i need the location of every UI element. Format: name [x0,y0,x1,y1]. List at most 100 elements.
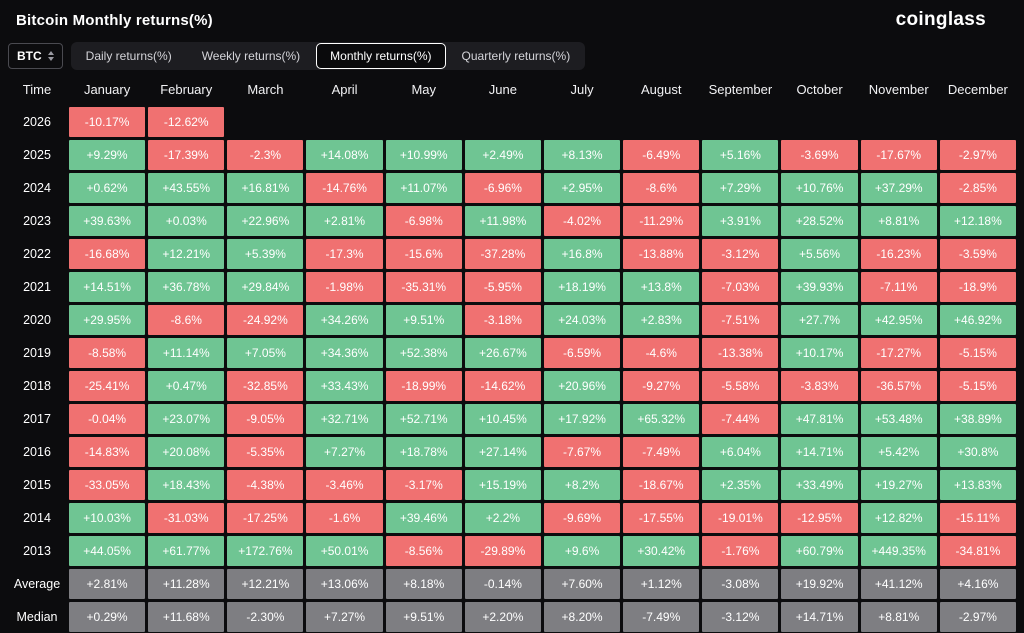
return-cell: +0.62% [69,173,146,203]
return-cell: +8.81% [860,602,937,632]
return-cell: -8.56% [385,536,462,566]
return-cell: +9.29% [69,140,146,170]
return-cell: -1.98% [306,272,383,302]
return-cell: -6.98% [385,206,462,236]
return-cell: +41.12% [860,569,937,599]
return-cell: -11.29% [623,206,700,236]
month-column-header: August [641,81,682,97]
return-cell: +36.78% [148,272,225,302]
return-cell: -3.17% [385,470,462,500]
return-cell: +11.98% [464,206,541,236]
return-cell: +32.71% [306,404,383,434]
returns-table: Time January February March April May June July… [0,74,1024,632]
row-label: 2016 [23,445,51,459]
tab-weekly-returns[interactable]: Weekly returns(%) [188,43,314,69]
return-cell: +30.42% [623,536,700,566]
return-cell: -7.44% [702,404,779,434]
return-cell: +17.92% [543,404,621,434]
month-column-header: March [247,81,284,97]
return-cell: -9.05% [227,404,304,434]
table-row: 2026 -10.17% -12.62% [8,107,1016,137]
month-column-header: June [488,81,517,97]
return-cell: +39.46% [385,503,462,533]
return-cell: -17.3% [306,239,383,269]
return-cell: +6.04% [702,437,779,467]
table-row: Average +2.81% +11.28% +12.21% +13.06% +8.18%… [8,569,1016,599]
return-cell: +61.77% [148,536,225,566]
return-cell: +46.92% [939,305,1016,335]
table-row: 2023 +39.63% +0.03% +22.96% +2.81% -6.98% +11.… [8,206,1016,236]
return-cell: +449.35% [860,536,937,566]
return-cell: +33.49% [781,470,858,500]
symbol-select-value: BTC [17,49,42,63]
return-cell: +5.56% [781,239,858,269]
return-cell: +27.7% [781,305,858,335]
return-cell: -12.62% [148,107,225,137]
return-cell: -9.27% [623,371,700,401]
return-cell: -3.59% [939,239,1016,269]
month-column-header: May [411,81,437,97]
return-cell: -0.14% [464,569,541,599]
row-label: Median [16,610,58,624]
return-cell: +10.99% [385,140,462,170]
return-cell: -5.35% [227,437,304,467]
symbol-select[interactable]: BTC [8,43,63,69]
return-cell: +19.27% [860,470,937,500]
return-cell: -2.85% [939,173,1016,203]
return-cell: +10.45% [464,404,541,434]
return-cell: -7.49% [623,602,700,632]
return-cell: -29.89% [464,536,541,566]
return-cell: +20.96% [543,371,621,401]
month-column-header: October [796,81,843,97]
return-cell: +9.6% [543,536,621,566]
return-cell: +9.51% [385,305,462,335]
month-column-header: April [331,81,358,97]
return-cell: -7.51% [702,305,779,335]
controls-bar: BTC Daily returns(%) Weekly returns(%) Mon… [8,42,1016,70]
return-cell: +2.49% [464,140,541,170]
return-cell: -3.12% [702,602,779,632]
return-cell: +47.81% [781,404,858,434]
return-cell: +44.05% [69,536,146,566]
return-cell: -7.67% [543,437,621,467]
table-row: 2024 +0.62% +43.55% +16.81% -14.76% +11.07% -6… [8,173,1016,203]
return-cell: +5.39% [227,239,304,269]
return-cell: -18.99% [385,371,462,401]
tab-quarterly-returns[interactable]: Quarterly returns(%) [448,43,585,69]
return-cell: +2.81% [69,569,146,599]
return-cell: +14.51% [69,272,146,302]
return-cell: -37.28% [464,239,541,269]
tab-daily-returns[interactable]: Daily returns(%) [72,43,186,69]
return-cell: -9.69% [543,503,621,533]
month-column-header: January [83,81,131,97]
tab-monthly-returns[interactable]: Monthly returns(%) [316,43,446,69]
updown-arrows-icon [47,51,54,61]
row-label: Average [13,577,61,591]
coinglass-logo: coinglass [895,9,986,30]
return-cell: +52.38% [385,338,462,368]
row-label: 2025 [23,148,51,162]
return-cell: -24.92% [227,305,304,335]
return-cell: -4.6% [623,338,700,368]
return-cell: +12.18% [939,206,1016,236]
return-cell: -4.38% [227,470,304,500]
return-cell: +13.06% [306,569,383,599]
return-cell: -1.6% [306,503,383,533]
table-row: 2020 +29.95% -8.6% -24.92% +34.26% +9.51% -3.1… [8,305,1016,335]
return-cell: -16.23% [860,239,937,269]
return-cell: -13.38% [702,338,779,368]
return-cell: +4.16% [939,569,1016,599]
return-cell [861,107,937,137]
return-cell: +11.07% [385,173,462,203]
return-cell: +39.93% [781,272,858,302]
table-row: 2016 -14.83% +20.08% -5.35% +7.27% +18.78% +27… [8,437,1016,467]
table-row: 2018 -25.41% +0.47% -32.85% +33.43% -18.99% -1… [8,371,1016,401]
return-cell: +8.81% [860,206,937,236]
return-cell: +172.76% [227,536,304,566]
return-cell: +14.71% [781,602,858,632]
return-cell: -5.95% [464,272,541,302]
row-label: 2022 [23,247,51,261]
return-cell: +29.84% [227,272,304,302]
table-row: 2022 -16.68% +12.21% +5.39% -17.3% -15.6% -37.… [8,239,1016,269]
return-cell: +30.8% [939,437,1016,467]
